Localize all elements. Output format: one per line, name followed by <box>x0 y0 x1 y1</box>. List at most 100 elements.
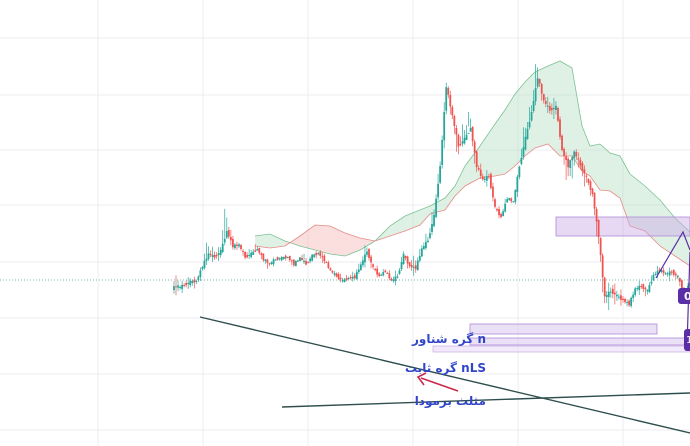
candle-body-86 <box>347 278 350 279</box>
fixed-knot-label: گره ثابت nLS <box>405 361 486 375</box>
candle-body-41 <box>256 249 259 251</box>
candle-body-163 <box>504 203 507 212</box>
candle-body-48 <box>270 262 273 264</box>
cloud-segment-33 <box>675 218 690 266</box>
candle-body-192 <box>563 149 565 156</box>
candle-body-130 <box>437 183 439 198</box>
candle-body-72 <box>319 252 322 256</box>
candle-body-169 <box>516 176 519 192</box>
candle-body-232 <box>644 287 647 290</box>
arrow-shaft <box>420 377 459 392</box>
candle-body-124 <box>425 241 427 248</box>
lower-trendline <box>281 392 690 408</box>
candle-body-173 <box>524 136 527 150</box>
cloud-span-b <box>254 143 690 267</box>
candle-body-158 <box>494 199 496 207</box>
candle-body-90 <box>355 271 358 279</box>
candle-body-148 <box>473 141 476 153</box>
candle-body-219 <box>618 296 620 298</box>
candle-body-96 <box>368 249 370 258</box>
candle-body-175 <box>528 121 531 128</box>
candle-body-248 <box>676 275 679 278</box>
candle-body-80 <box>335 273 338 277</box>
candle-body-239 <box>658 269 661 272</box>
candle-body-68 <box>311 254 314 261</box>
candle-body-205 <box>589 181 592 190</box>
candle-body-229 <box>638 285 641 290</box>
candle-body-234 <box>648 285 651 292</box>
candle-body-187 <box>553 108 555 109</box>
bermuda-triangle-label: مثلث برمودا <box>415 394 486 409</box>
candle-body-182 <box>542 94 545 101</box>
candle-body-85 <box>345 278 348 281</box>
candle-body-55 <box>284 255 287 259</box>
candle-body-236 <box>652 275 655 281</box>
candle-body-122 <box>420 248 423 257</box>
candle-body-51 <box>276 257 279 260</box>
candle-body-78 <box>331 271 334 273</box>
candle-body-59 <box>292 259 295 266</box>
candle-body-23 <box>219 249 222 255</box>
candle-body-52 <box>278 258 281 260</box>
cloud-segment-3 <box>300 225 315 250</box>
candle-body-56 <box>286 257 289 258</box>
cloud-segment-23 <box>560 61 572 156</box>
cloud-segment-20 <box>525 72 535 156</box>
candle-body-45 <box>264 259 267 261</box>
candle-body-170 <box>518 166 521 177</box>
candle-body-197 <box>573 151 576 158</box>
candle-body-65 <box>305 261 307 265</box>
cloud-segment-28 <box>610 153 620 198</box>
cloud-segment-31 <box>645 186 660 246</box>
candle-body-137 <box>451 107 454 116</box>
cloud-segment-0 <box>255 234 270 248</box>
candle-body-115 <box>406 256 409 264</box>
candle-body-17 <box>207 253 210 259</box>
cloud-segment-25 <box>582 126 590 176</box>
candle-body-22 <box>217 253 220 255</box>
candle-body-159 <box>496 209 498 211</box>
candle-body-118 <box>412 266 415 268</box>
candle-body-39 <box>252 251 255 255</box>
candle-body-228 <box>636 288 639 289</box>
candle-body-209 <box>597 220 600 238</box>
floating-knot-label: گره شناور n <box>411 332 486 347</box>
candle-body-87 <box>349 277 352 279</box>
candle-body-160 <box>498 209 500 216</box>
candle-body-21 <box>215 255 218 257</box>
candle-body-149 <box>475 151 478 168</box>
candle-body-34 <box>242 251 244 252</box>
candle-body-15 <box>203 260 206 268</box>
candle-body-216 <box>611 289 614 294</box>
candle-body-144 <box>465 134 468 140</box>
candle-body-117 <box>410 265 413 268</box>
candle-body-26 <box>225 231 228 238</box>
candle-body-66 <box>307 262 309 263</box>
candle-body-121 <box>418 255 421 261</box>
candle-body-101 <box>378 273 381 276</box>
zone-mid <box>469 323 658 335</box>
candle-body-171 <box>520 157 523 164</box>
candle-body-134 <box>445 87 448 111</box>
candle-body-111 <box>398 270 401 274</box>
candle-body-157 <box>492 186 494 198</box>
candle-body-161 <box>500 214 502 217</box>
candle-body-120 <box>416 260 419 270</box>
candle-body-184 <box>546 105 549 107</box>
candle-body-84 <box>343 279 346 282</box>
price-marker-1 <box>684 329 690 351</box>
candle-body-183 <box>544 101 547 104</box>
candle-body-44 <box>262 253 265 261</box>
candle-body-143 <box>463 137 466 144</box>
candle-body-7 <box>187 283 190 284</box>
candle-body-54 <box>282 257 285 259</box>
candle-body-60 <box>294 260 297 266</box>
candle-body-138 <box>453 116 456 126</box>
candle-body-172 <box>522 147 525 157</box>
candle-body-250 <box>681 280 683 289</box>
candle-body-83 <box>341 279 344 282</box>
price-marker-0 <box>678 288 690 304</box>
candle-body-186 <box>550 108 553 111</box>
candle-body-62 <box>299 257 301 261</box>
